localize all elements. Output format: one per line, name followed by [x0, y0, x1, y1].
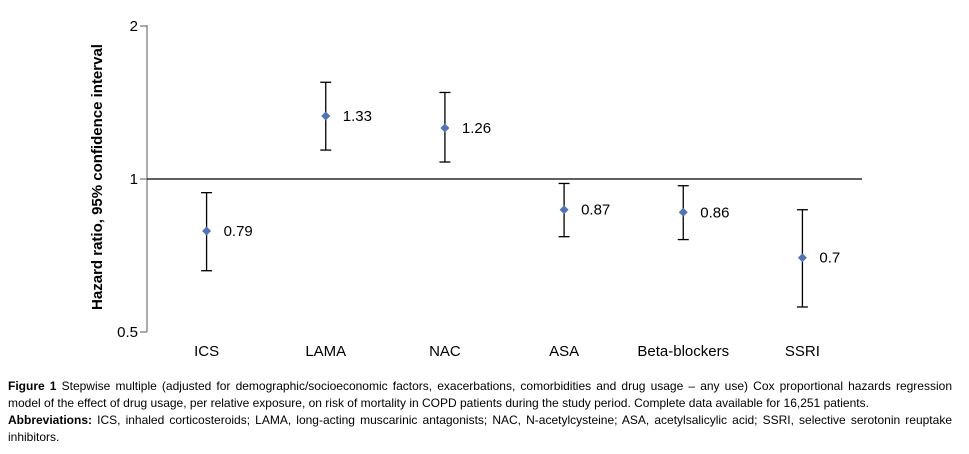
caption-text: Stepwise multiple (adjusted for demograp… — [8, 379, 952, 410]
diamond-marker — [321, 111, 331, 121]
y-tick-label: 1 — [130, 171, 138, 188]
figure-label: Figure 1 — [8, 379, 57, 393]
caption-abbreviations: Abbreviations: ICS, inhaled corticostero… — [8, 412, 952, 446]
y-axis-title: Hazard ratio, 95% confidence interval — [89, 44, 106, 310]
category-label: ASA — [549, 343, 579, 360]
category-label: NAC — [429, 343, 461, 360]
point-value-label: 0.7 — [819, 250, 840, 267]
data-point-lama: 1.33 LAMA — [305, 81, 372, 360]
abbreviations-text: ICS, inhaled corticosteroids; LAMA, long… — [8, 413, 952, 444]
category-label: LAMA — [305, 343, 346, 360]
diamond-marker — [202, 226, 212, 236]
diamond-marker — [440, 123, 450, 133]
point-value-label: 1.26 — [462, 120, 491, 137]
caption-main: Figure 1 Stepwise multiple (adjusted for… — [8, 378, 952, 412]
category-label: Beta-blockers — [637, 343, 729, 360]
y-tick-label: 2 — [130, 18, 138, 35]
y-tick-label: 0.5 — [117, 324, 138, 341]
point-value-label: 0.87 — [581, 202, 610, 219]
point-value-label: 0.86 — [700, 204, 729, 221]
category-label: SSRI — [785, 343, 820, 360]
point-value-label: 0.79 — [224, 223, 253, 240]
diamond-marker — [797, 253, 807, 263]
diamond-marker — [559, 205, 569, 215]
data-point-beta-blockers: 0.86 Beta-blockers — [637, 185, 729, 360]
chart-area: 2 1 0.5 Hazard ratio, 95% confidence interv… — [89, 18, 862, 360]
data-point-ics: 0.79 ICS — [194, 192, 253, 360]
data-point-nac: 1.26 NAC — [429, 91, 491, 360]
category-label: ICS — [194, 343, 219, 360]
abbreviations-label: Abbreviations: — [8, 413, 93, 427]
data-point-ssri: 0.7 SSRI — [785, 209, 840, 360]
point-value-label: 1.33 — [343, 108, 372, 125]
data-point-asa: 0.87 ASA — [549, 182, 610, 360]
figure-caption: Figure 1 Stepwise multiple (adjusted for… — [8, 378, 952, 446]
diamond-marker — [678, 207, 688, 217]
hazard-ratio-chart: 2 1 0.5 Hazard ratio, 95% confidence interv… — [89, 18, 862, 360]
